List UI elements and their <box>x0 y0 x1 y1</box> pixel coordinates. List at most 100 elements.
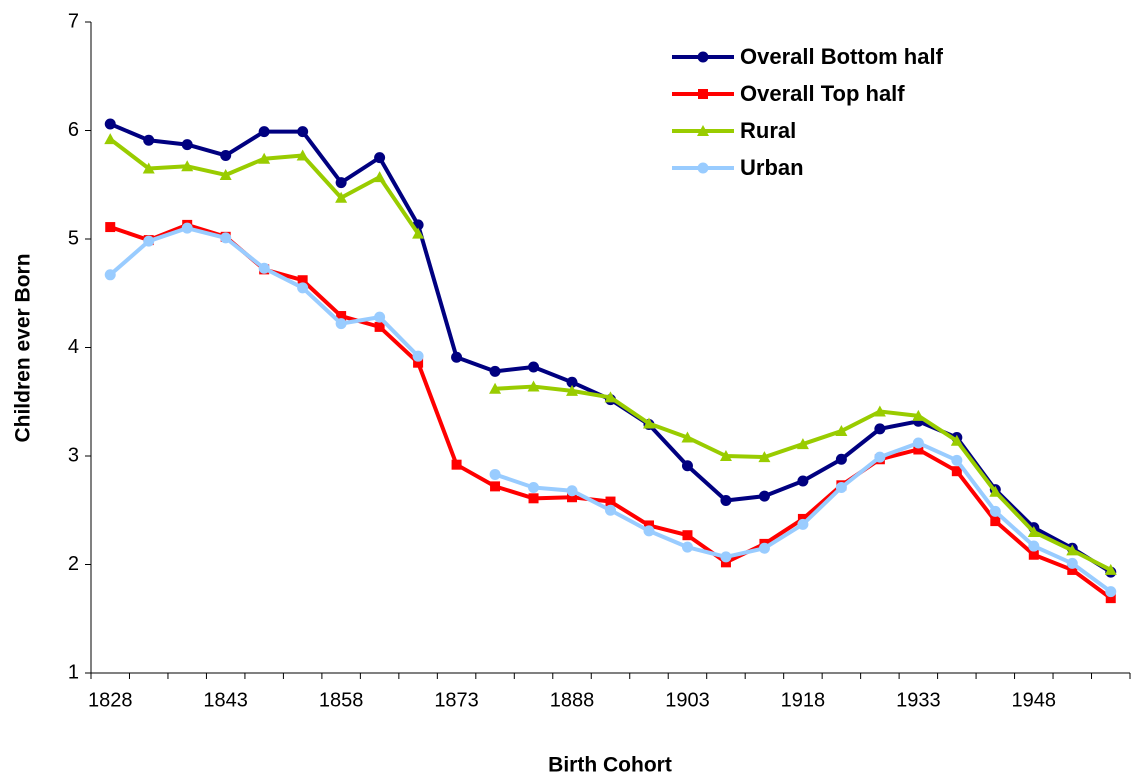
marker <box>528 361 540 373</box>
y-axis-title: Children ever Born <box>12 253 35 442</box>
marker <box>142 162 155 174</box>
x-tick-label: 1888 <box>550 689 595 711</box>
legend-label: Rural <box>740 118 796 143</box>
marker <box>835 453 847 465</box>
marker <box>605 496 616 507</box>
y-tick-label: 4 <box>68 336 79 358</box>
marker <box>758 490 770 502</box>
x-tick-label: 1828 <box>88 689 133 711</box>
y-tick-label: 6 <box>68 119 79 141</box>
marker <box>874 451 886 463</box>
marker <box>105 222 116 233</box>
legend: Overall Bottom half Overall Top half Rural… <box>672 44 944 180</box>
marker <box>412 227 425 239</box>
marker <box>989 505 1001 517</box>
marker <box>873 405 886 417</box>
marker <box>1066 557 1078 569</box>
x-tick-label: 1903 <box>665 689 710 711</box>
marker <box>1067 564 1078 575</box>
marker <box>335 191 348 203</box>
marker <box>682 530 693 541</box>
marker <box>1027 525 1040 537</box>
x-tick-label: 1933 <box>896 689 941 711</box>
legend-label: Urban <box>740 155 804 180</box>
marker <box>874 423 886 435</box>
marker <box>605 504 616 516</box>
marker <box>104 118 116 130</box>
y-tick-label: 1 <box>68 661 79 683</box>
marker <box>643 525 655 537</box>
marker <box>797 518 809 530</box>
marker <box>681 541 693 553</box>
marker <box>697 125 709 136</box>
marker <box>681 431 694 443</box>
marker <box>1028 540 1040 552</box>
marker <box>373 171 386 183</box>
marker <box>489 365 501 377</box>
marker <box>681 460 693 472</box>
marker <box>297 126 309 138</box>
marker <box>797 475 809 487</box>
marker <box>1104 563 1117 575</box>
marker <box>527 380 540 392</box>
y-tick-label: 7 <box>68 10 79 32</box>
marker <box>104 133 117 145</box>
marker <box>143 134 155 146</box>
marker <box>374 321 385 332</box>
marker <box>913 444 924 455</box>
marker <box>374 152 386 164</box>
marker <box>566 485 578 497</box>
marker <box>950 434 963 446</box>
marker <box>1028 549 1039 560</box>
marker <box>566 384 579 396</box>
marker <box>258 126 270 138</box>
marker <box>181 139 193 151</box>
marker <box>912 409 925 421</box>
marker <box>297 275 308 286</box>
marker <box>413 357 424 368</box>
marker <box>758 542 770 554</box>
marker <box>297 282 309 294</box>
marker <box>335 177 347 189</box>
marker <box>220 149 232 161</box>
y-tick-label: 3 <box>68 444 79 466</box>
marker <box>489 382 502 394</box>
marker <box>143 235 155 247</box>
marker <box>989 485 1002 497</box>
marker <box>720 551 732 563</box>
marker <box>489 468 501 480</box>
series-line <box>109 222 1112 600</box>
y-tick-label: 2 <box>68 553 79 575</box>
x-tick-label: 1918 <box>781 689 826 711</box>
marker <box>258 152 271 164</box>
marker <box>451 351 463 363</box>
marker <box>951 466 962 477</box>
legend-label: Overall Top half <box>740 81 905 106</box>
marker <box>835 481 847 493</box>
marker <box>335 318 347 330</box>
marker <box>604 391 617 403</box>
x-tick-label: 1948 <box>1012 689 1057 711</box>
marker <box>451 459 462 470</box>
marker <box>490 481 501 492</box>
x-tick-label: 1873 <box>434 689 479 711</box>
marker <box>1105 593 1116 604</box>
marker <box>697 51 709 63</box>
marker <box>258 262 270 274</box>
marker <box>698 89 708 99</box>
marker <box>758 451 771 463</box>
legend-label: Overall Bottom half <box>740 44 944 69</box>
marker <box>1066 544 1079 556</box>
marker <box>1105 586 1117 598</box>
marker <box>412 350 424 362</box>
marker <box>990 516 1001 527</box>
series-line <box>108 226 420 358</box>
marker <box>336 311 347 322</box>
marker <box>181 160 194 172</box>
y-tick-label: 5 <box>68 227 79 249</box>
x-tick-label: 1858 <box>319 689 364 711</box>
marker <box>720 494 732 506</box>
marker <box>220 232 232 244</box>
marker <box>374 311 386 323</box>
x-tick-label: 1843 <box>203 689 248 711</box>
